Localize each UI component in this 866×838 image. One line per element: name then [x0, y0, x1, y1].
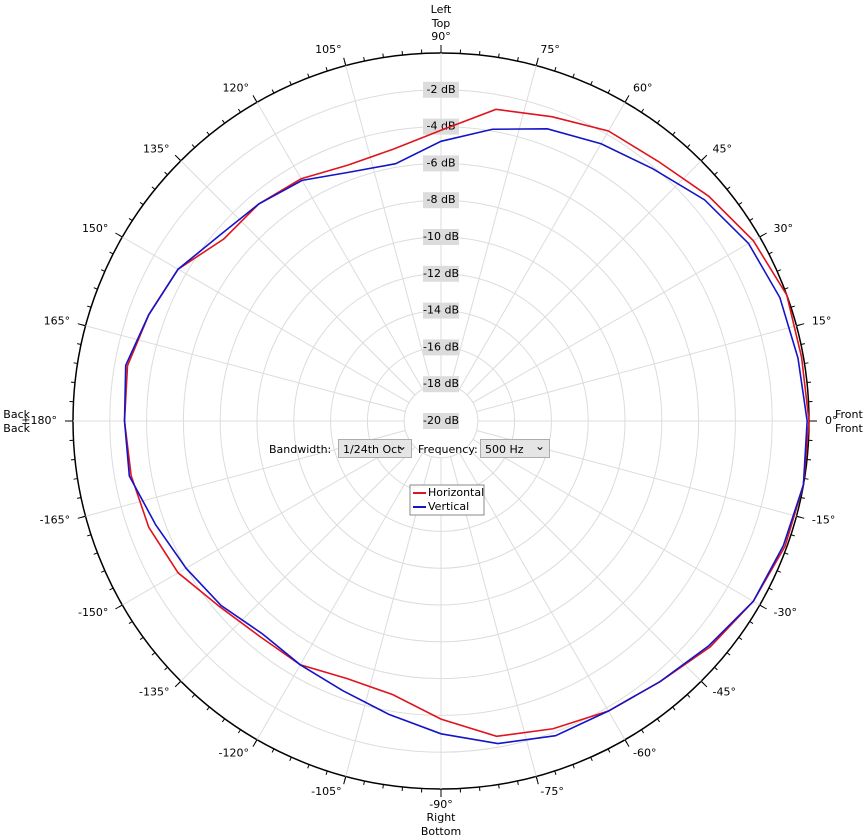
theta-tick-label: 165° [44, 315, 71, 328]
frequency-select[interactable]: 500 Hz [480, 437, 550, 458]
major-tick [252, 95, 258, 103]
major-tick [535, 57, 539, 66]
theta-tick-label: -15° [812, 513, 835, 526]
grid-spoke [472, 438, 760, 606]
major-tick [759, 232, 767, 238]
theta-tick-label: 105° [315, 43, 342, 56]
major-tick [77, 515, 86, 519]
r-tick-label: -8 dB [427, 193, 456, 206]
grid-spoke [476, 325, 797, 412]
r-label-bg [423, 81, 459, 98]
r-tick-label: -4 dB [427, 120, 456, 133]
theta-tick-label: -45° [713, 686, 736, 699]
major-tick [252, 739, 258, 747]
theta-tick-label: 60° [633, 81, 653, 94]
theta-tick-label: 45° [713, 142, 733, 155]
grid-spoke [122, 236, 410, 404]
grid-spoke [472, 236, 760, 404]
r-label-bg [423, 118, 459, 135]
r-tick-label: -12 dB [423, 267, 459, 280]
direction-label: Right [427, 811, 457, 824]
grid-spoke [122, 438, 410, 606]
theta-tick-label: -120° [219, 747, 249, 760]
r-label-bg [423, 413, 459, 429]
r-tick-label: -18 dB [423, 377, 459, 390]
frequency-label: Frequency: [418, 443, 478, 456]
major-tick [174, 154, 182, 162]
grid-spoke [458, 452, 626, 740]
theta-tick-label: 120° [223, 81, 250, 94]
grid-spoke [466, 160, 702, 396]
direction-label: Front [835, 408, 864, 421]
grid-spoke [85, 325, 406, 412]
major-tick [624, 95, 630, 103]
r-label-bg [423, 302, 459, 319]
r-label-bg [423, 155, 459, 172]
r-tick-label: -14 dB [423, 304, 459, 317]
r-tick-label: -20 dB [423, 414, 459, 427]
r-tick-label: -6 dB [427, 156, 456, 169]
theta-tick-label: -105° [311, 785, 341, 798]
major-tick [759, 604, 767, 610]
grid-spoke [180, 446, 416, 682]
legend-box [409, 484, 485, 516]
grid-spoke [256, 102, 424, 390]
theta-tick-label: -60° [633, 747, 656, 760]
bandwidth-label: Bandwidth: [269, 443, 332, 456]
grid-spoke [345, 65, 432, 386]
direction-label: Back [3, 422, 30, 435]
r-label-bg [423, 376, 459, 393]
theta-tick-label: -135° [139, 686, 169, 699]
direction-label: Back [3, 408, 30, 421]
legend-label: Vertical [428, 500, 469, 513]
r-tick-label: -16 dB [423, 340, 459, 353]
r-tick-label: -10 dB [423, 230, 459, 243]
major-tick [535, 776, 539, 785]
theta-tick-label: 75° [540, 43, 560, 56]
bandwidth-select[interactable]: 1/24th Oct [338, 437, 412, 458]
theta-tick-label: 0° [825, 414, 838, 427]
theta-tick-label: -150° [78, 606, 108, 619]
major-tick [115, 604, 123, 610]
major-tick [796, 323, 805, 327]
major-tick [796, 515, 805, 519]
major-tick [700, 680, 708, 688]
theta-tick-label: 15° [812, 315, 832, 328]
r-tick-label: -2 dB [427, 83, 456, 96]
theta-tick-label: 135° [143, 142, 170, 155]
theta-tick-label: 90° [431, 30, 451, 43]
theta-tick-label: ±180° [21, 414, 57, 427]
direction-label: Top [431, 17, 451, 30]
theta-tick-label: -30° [774, 606, 797, 619]
major-tick [624, 739, 630, 747]
major-tick [115, 232, 123, 238]
direction-label: Bottom [421, 825, 461, 838]
r-label-bg [423, 339, 459, 356]
major-tick [343, 57, 347, 66]
grid-spoke [458, 102, 626, 390]
grid-spoke [466, 446, 702, 682]
major-tick [77, 323, 86, 327]
direction-label: Left [431, 3, 452, 16]
grid-spoke [450, 65, 537, 386]
theta-tick-label: -75° [540, 785, 563, 798]
direction-label: Front [835, 422, 864, 435]
legend-label: Horizontal [428, 486, 484, 499]
series-line [123, 108, 810, 738]
major-tick [700, 154, 708, 162]
theta-tick-label: -165° [40, 513, 70, 526]
theta-tick-label: -90° [429, 798, 452, 811]
r-label-bg [423, 229, 459, 245]
theta-tick-label: 30° [774, 222, 794, 235]
grid-spoke [256, 452, 424, 740]
theta-tick-label: 150° [82, 222, 109, 235]
major-tick [343, 776, 347, 785]
r-label-bg [423, 192, 459, 209]
major-tick [174, 680, 182, 688]
r-label-bg [423, 265, 459, 282]
grid-spoke [180, 160, 416, 396]
series-line [123, 127, 808, 745]
